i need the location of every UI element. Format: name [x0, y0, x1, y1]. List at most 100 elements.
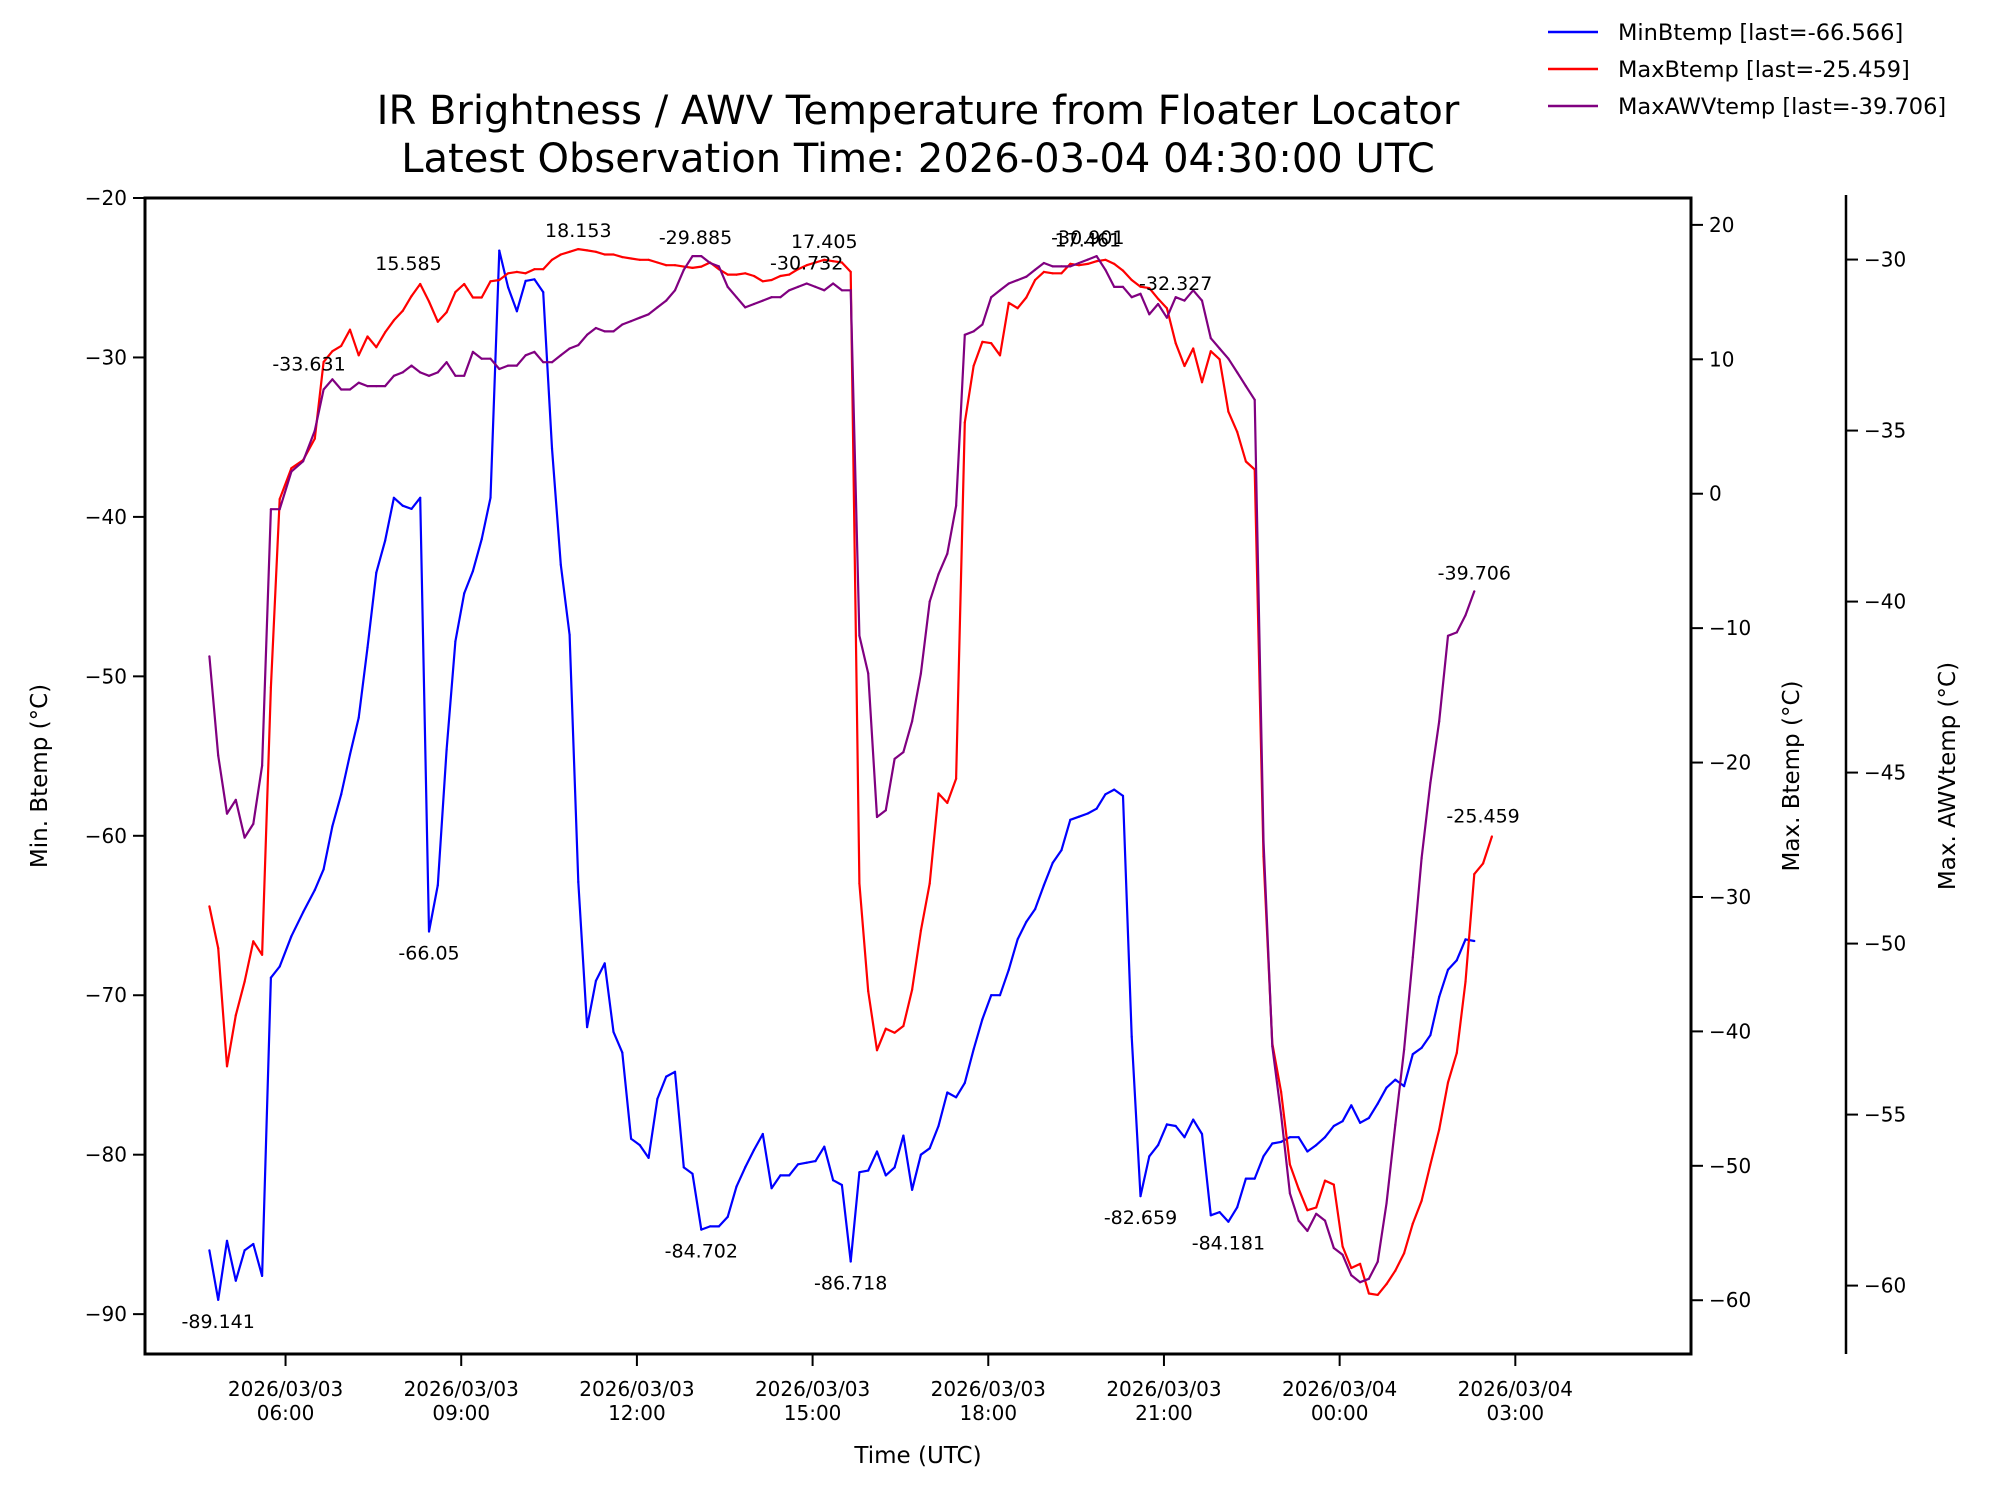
- data-point-MaxAWVtemp: [392, 374, 395, 377]
- data-point-MinBtemp: [665, 1075, 668, 1078]
- data-point-MinBtemp: [814, 1160, 817, 1163]
- data-point-MaxBtemp: [1183, 364, 1186, 368]
- series-line-MinBtemp: [208, 249, 1475, 1301]
- data-point-MinBtemp: [348, 753, 352, 756]
- data-point-MinBtemp: [867, 1169, 870, 1172]
- data-point-MaxAWVtemp: [1262, 839, 1265, 843]
- data-point-MinBtemp: [577, 880, 580, 884]
- chart-subtitle: Latest Observation Time: 2026-03-04 04:3…: [401, 136, 1435, 182]
- data-point-MaxAWVtemp: [1139, 292, 1142, 295]
- data-point-MinBtemp: [1280, 1140, 1283, 1143]
- right1-tick-label: −30: [1709, 885, 1751, 909]
- data-point-MaxBtemp: [700, 265, 703, 268]
- data-point-MaxAWVtemp: [1034, 268, 1037, 271]
- data-point-MinBtemp: [1025, 920, 1028, 924]
- x-tick-label-time: 18:00: [959, 1401, 1017, 1425]
- data-point-MaxBtemp: [1359, 1262, 1362, 1265]
- data-point-MinBtemp: [911, 1188, 914, 1191]
- data-point-MaxAWVtemp: [1315, 1212, 1318, 1215]
- data-point-MaxAWVtemp: [533, 350, 536, 353]
- data-point-MaxAWVtemp: [498, 367, 501, 371]
- data-point-MinBtemp: [1077, 815, 1081, 818]
- data-point-MaxBtemp: [726, 273, 729, 276]
- data-point-MaxAWVtemp: [1280, 1113, 1283, 1116]
- data-point-MinBtemp: [243, 1249, 246, 1252]
- annotation-MaxAWVtemp: -33.631: [272, 354, 345, 376]
- data-point-MaxAWVtemp: [1086, 258, 1089, 261]
- data-point-MaxBtemp: [366, 335, 369, 338]
- right2-tick-label: −50: [1864, 932, 1906, 956]
- data-point-MaxBtemp: [217, 947, 220, 950]
- data-point-MaxAWVtemp: [1236, 371, 1239, 374]
- data-point-MinBtemp: [1464, 938, 1467, 941]
- plot-frame: [143, 196, 1693, 1356]
- data-point-MinBtemp: [436, 884, 439, 887]
- right1-tick-label: −20: [1709, 751, 1751, 775]
- data-point-MaxAWVtemp: [1244, 385, 1247, 388]
- data-point-MinBtemp: [1121, 794, 1125, 798]
- data-point-MaxBtemp: [1376, 1293, 1379, 1296]
- data-point-MaxAWVtemp: [331, 378, 334, 381]
- series-line-MaxBtemp: [208, 248, 1493, 1296]
- data-point-MaxBtemp: [849, 270, 852, 273]
- data-point-MaxAWVtemp: [507, 364, 510, 367]
- data-point-MaxBtemp: [1209, 350, 1212, 353]
- data-point-MaxBtemp: [1095, 260, 1098, 263]
- data-point-MinBtemp: [647, 1156, 650, 1159]
- data-point-MaxAWVtemp: [357, 381, 360, 384]
- x-tick-label-time: 15:00: [784, 1401, 842, 1425]
- data-point-MaxAWVtemp: [269, 508, 272, 511]
- data-point-MaxAWVtemp: [612, 330, 615, 333]
- data-point-MaxBtemp: [1455, 1051, 1458, 1054]
- data-point-MinBtemp: [269, 976, 272, 979]
- data-point-MinBtemp: [1113, 788, 1116, 791]
- data-point-MinBtemp: [603, 962, 606, 965]
- data-point-MaxAWVtemp: [665, 299, 668, 302]
- data-point-MaxAWVtemp: [1455, 631, 1458, 634]
- data-point-MaxBtemp: [911, 988, 914, 991]
- data-point-MinBtemp: [384, 539, 387, 542]
- x-tick-label-date: 2026/03/03: [931, 1377, 1046, 1401]
- data-point-MinBtemp: [401, 504, 404, 507]
- x-axis-label: Time (UTC): [853, 1443, 981, 1469]
- data-point-MaxBtemp: [550, 258, 554, 261]
- data-point-MaxAWVtemp: [823, 289, 826, 292]
- data-point-MaxAWVtemp: [1473, 590, 1476, 593]
- data-point-MaxAWVtemp: [1227, 357, 1230, 360]
- data-point-MinBtemp: [1315, 1144, 1318, 1147]
- data-point-MaxAWVtemp: [436, 371, 439, 374]
- right2-tick-label: −35: [1864, 419, 1906, 443]
- x-tick-label-date: 2026/03/03: [579, 1377, 694, 1401]
- data-point-MinBtemp: [1034, 908, 1037, 911]
- data-point-MaxAWVtemp: [1016, 279, 1019, 282]
- data-point-MinBtemp: [1148, 1155, 1151, 1158]
- data-point-MinBtemp: [621, 1051, 624, 1054]
- data-point-MinBtemp: [463, 592, 466, 595]
- data-point-MaxBtemp: [1350, 1266, 1353, 1270]
- data-point-MaxAWVtemp: [990, 296, 993, 299]
- data-point-MaxBtemp: [542, 268, 545, 271]
- data-point-MaxBtemp: [998, 354, 1002, 357]
- data-point-MaxAWVtemp: [1174, 296, 1177, 299]
- data-point-MaxBtemp: [691, 266, 694, 269]
- data-point-MinBtemp: [1174, 1124, 1177, 1128]
- data-point-MaxAWVtemp: [796, 285, 800, 288]
- data-point-MaxBtemp: [981, 340, 984, 343]
- x-tick-label-time: 03:00: [1486, 1401, 1544, 1425]
- data-point-MaxBtemp: [1016, 307, 1019, 310]
- data-point-MaxAWVtemp: [559, 354, 562, 357]
- x-tick-label-time: 06:00: [257, 1401, 315, 1425]
- data-point-MaxAWVtemp: [788, 289, 791, 292]
- x-tick-label-date: 2026/03/03: [404, 1377, 519, 1401]
- data-point-MinBtemp: [454, 640, 457, 643]
- data-point-MinBtemp: [656, 1097, 659, 1100]
- data-point-MaxBtemp: [1139, 285, 1142, 288]
- data-point-MinBtemp: [1429, 1034, 1432, 1037]
- data-point-MinBtemp: [779, 1174, 782, 1177]
- data-point-MaxAWVtemp: [752, 302, 756, 306]
- right2-tick-label: −60: [1864, 1274, 1906, 1298]
- data-point-MaxBtemp: [1385, 1283, 1388, 1286]
- data-point-MaxBtemp: [1473, 873, 1476, 876]
- data-point-MaxAWVtemp: [998, 289, 1002, 292]
- data-point-MaxBtemp: [225, 1065, 229, 1068]
